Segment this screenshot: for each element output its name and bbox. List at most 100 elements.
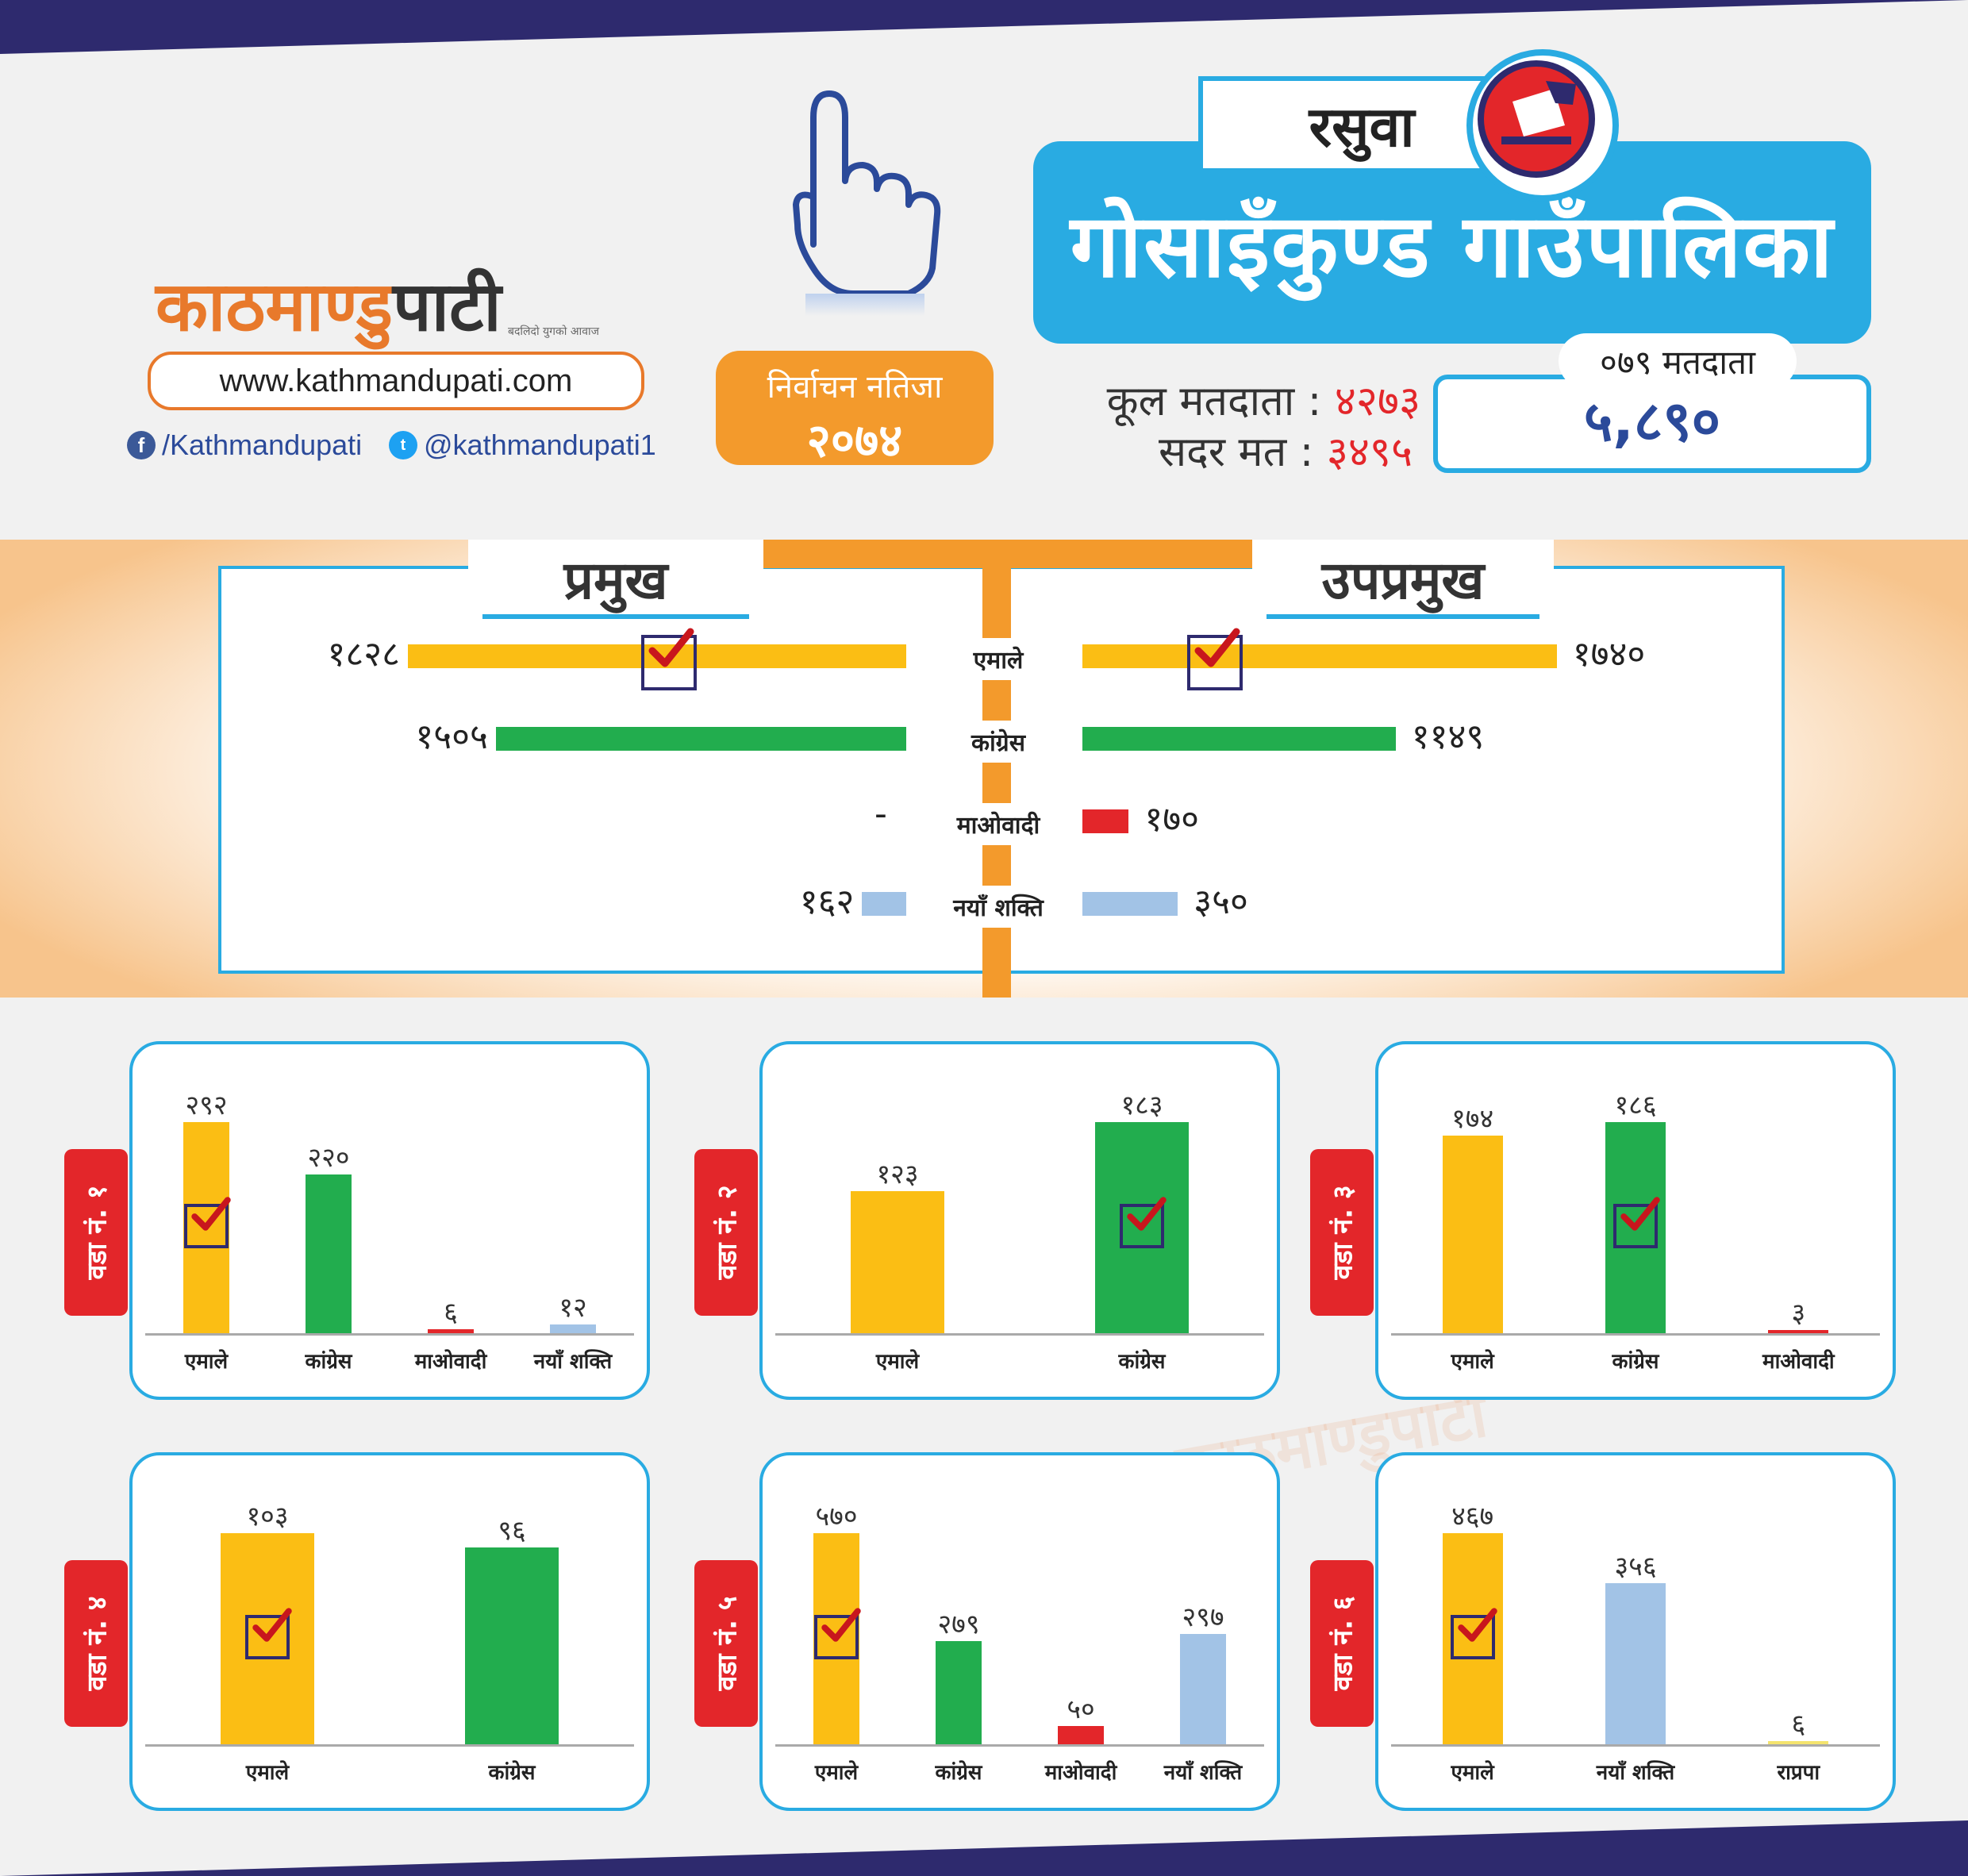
- upapramukh-value-label: १७४०: [1572, 634, 1646, 675]
- party-label: एमाले: [940, 638, 1057, 680]
- ward-bar-value: ३: [1791, 1297, 1806, 1329]
- total-voters-label: कूल मतदाता :: [1106, 378, 1322, 425]
- ward-chart-card: [759, 1041, 1280, 1400]
- pramukh-bar: [862, 892, 906, 916]
- ward-bar: [550, 1324, 596, 1333]
- valid-votes-row: सदर मत : ३४९५: [1024, 422, 1413, 479]
- logo-dark: पाटी: [392, 267, 502, 347]
- voters-079-box: [1433, 375, 1871, 473]
- ward-bar-value: १२: [559, 1292, 587, 1324]
- ward-party-label: माओवादी: [1762, 1350, 1835, 1374]
- chart-baseline: [145, 1333, 634, 1336]
- ward-party-label: कांग्रेस: [1118, 1350, 1166, 1374]
- upapramukh-value-label: ११४९: [1411, 717, 1485, 757]
- twitter-handle: @kathmandupati1: [424, 429, 656, 461]
- ward-number-label: वडा नं. २: [712, 1185, 744, 1280]
- voters-079-value: ५,८९०: [1583, 389, 1721, 454]
- ward-party-label: नयाँ शक्ति: [1163, 1761, 1243, 1785]
- facebook-link[interactable]: f /Kathmandupati: [127, 429, 362, 462]
- ward-number-tab: वडा नं. ५: [694, 1560, 758, 1727]
- ward-bar-value: ६: [444, 1296, 458, 1328]
- ward-party-label: एमाले: [245, 1761, 290, 1785]
- upapramukh-bar: [1082, 644, 1557, 668]
- chart-baseline: [145, 1744, 634, 1747]
- winner-check-icon: [1120, 1197, 1167, 1248]
- panel-title-pramukh: प्रमुख: [468, 540, 763, 619]
- chart-baseline: [1391, 1333, 1880, 1336]
- district-name: रसुवा: [1198, 76, 1520, 173]
- brand-tagline: बदलिदो युगको आवाज: [508, 325, 599, 338]
- upapramukh-title: उपप्रमुख: [1321, 550, 1485, 611]
- ward-bar-value: ३५६: [1614, 1551, 1657, 1583]
- ward-bar: [428, 1328, 474, 1333]
- winner-check-icon: [245, 1608, 292, 1659]
- ward-bar: [1180, 1634, 1226, 1744]
- ward-number-label: वडा नं. ४: [82, 1596, 114, 1691]
- ward-bar-value: २९२: [185, 1090, 228, 1121]
- ward-number-tab: वडा नं. ४: [64, 1560, 128, 1727]
- total-voters-row: कूल मतदाता : ४२७३: [1024, 371, 1420, 428]
- ward-number-label: वडा नं. ६: [1328, 1596, 1360, 1691]
- ward-party-label: कांग्रेस: [1612, 1350, 1659, 1374]
- winner-check-icon: [1187, 628, 1243, 690]
- ward-bar: [1768, 1741, 1829, 1744]
- logo-main: काठमाण्डु: [156, 267, 393, 347]
- facebook-icon: f: [127, 431, 156, 459]
- ward-party-label: नयाँ शक्ति: [533, 1350, 613, 1374]
- ward-party-label: माओवादी: [1044, 1761, 1117, 1785]
- ward-party-label: एमाले: [1451, 1761, 1494, 1785]
- ward-party-label: राप्रपा: [1777, 1761, 1820, 1785]
- ward-bar-value: ६: [1791, 1709, 1806, 1740]
- winner-check-icon: [814, 1608, 861, 1659]
- winner-check-icon: [184, 1197, 231, 1248]
- chart-baseline: [1391, 1744, 1880, 1747]
- ward-bar-value: १७४: [1451, 1103, 1494, 1136]
- ward-number-tab: वडा नं. ६: [1310, 1560, 1374, 1727]
- ward-bar-value: २९७: [1182, 1601, 1224, 1634]
- ward-party-label: एमाले: [1451, 1350, 1494, 1374]
- facebook-handle: /Kathmandupati: [162, 429, 363, 461]
- pramukh-value-label: १८२८: [327, 634, 400, 675]
- ballot-box-icon: [1478, 60, 1595, 178]
- ward-chart-card: [129, 1452, 650, 1811]
- valid-votes-value: ३४९५: [1326, 429, 1413, 476]
- ward-party-label: कांग्रेस: [488, 1761, 536, 1785]
- ward-bar: [936, 1640, 982, 1744]
- ward-bar-value: १८३: [1120, 1090, 1163, 1121]
- ward-number-tab: वडा नं. ३: [1310, 1149, 1374, 1316]
- upapramukh-bar: [1082, 727, 1396, 751]
- total-voters-value: ४२७३: [1334, 378, 1420, 425]
- ward-bar-value: २२०: [307, 1141, 350, 1174]
- pramukh-value-label: १६२: [799, 882, 855, 922]
- party-label: माओवादी: [940, 803, 1057, 845]
- ward-bar-value: ५७०: [815, 1501, 858, 1532]
- website-url[interactable]: www.kathmandupati.com: [148, 352, 644, 410]
- ward-bar-value: २७९: [937, 1608, 980, 1640]
- ward-bar-value: १०३: [246, 1501, 289, 1532]
- chart-baseline: [775, 1744, 1264, 1747]
- mayor-deputy-chart: एमाले १८२८ १७४० कांग्रेस १५०५ ११४९ माओवादी - १७०…: [327, 628, 1646, 922]
- ward-party-label: माओवादी: [414, 1350, 487, 1374]
- ward-bar: [465, 1547, 559, 1744]
- twitter-icon: t: [389, 431, 417, 459]
- ward-number-label: वडा नं. ५: [712, 1596, 744, 1691]
- municipality-title: गोसाइँकुण्ड गाउँपालिका: [1033, 141, 1871, 344]
- upapramukh-bar: [1082, 809, 1129, 833]
- twitter-link[interactable]: t @kathmandupati1: [389, 429, 656, 462]
- ward-party-label: एमाले: [875, 1350, 920, 1374]
- result-badge-line1: निर्वाचन नतिजा: [767, 369, 943, 406]
- ward-party-label: कांग्रेस: [305, 1350, 352, 1374]
- ward-party-label: नयाँ शक्ति: [1596, 1761, 1675, 1785]
- ward-bar: [851, 1191, 944, 1333]
- ward-party-label: एमाले: [814, 1761, 859, 1785]
- voting-finger-icon: [793, 90, 941, 316]
- ward-chart-card: [129, 1041, 650, 1400]
- ward-bar: [1768, 1329, 1829, 1333]
- ward-bar: [1605, 1583, 1666, 1744]
- ward-bar-value: ९६: [498, 1515, 526, 1547]
- ward-bar-value: ४६७: [1451, 1501, 1494, 1532]
- election-result-badge: निर्वाचन नतिजा २०७४: [716, 351, 994, 467]
- pramukh-title: प्रमुख: [563, 550, 668, 611]
- upapramukh-value-label: ३५०: [1193, 882, 1248, 922]
